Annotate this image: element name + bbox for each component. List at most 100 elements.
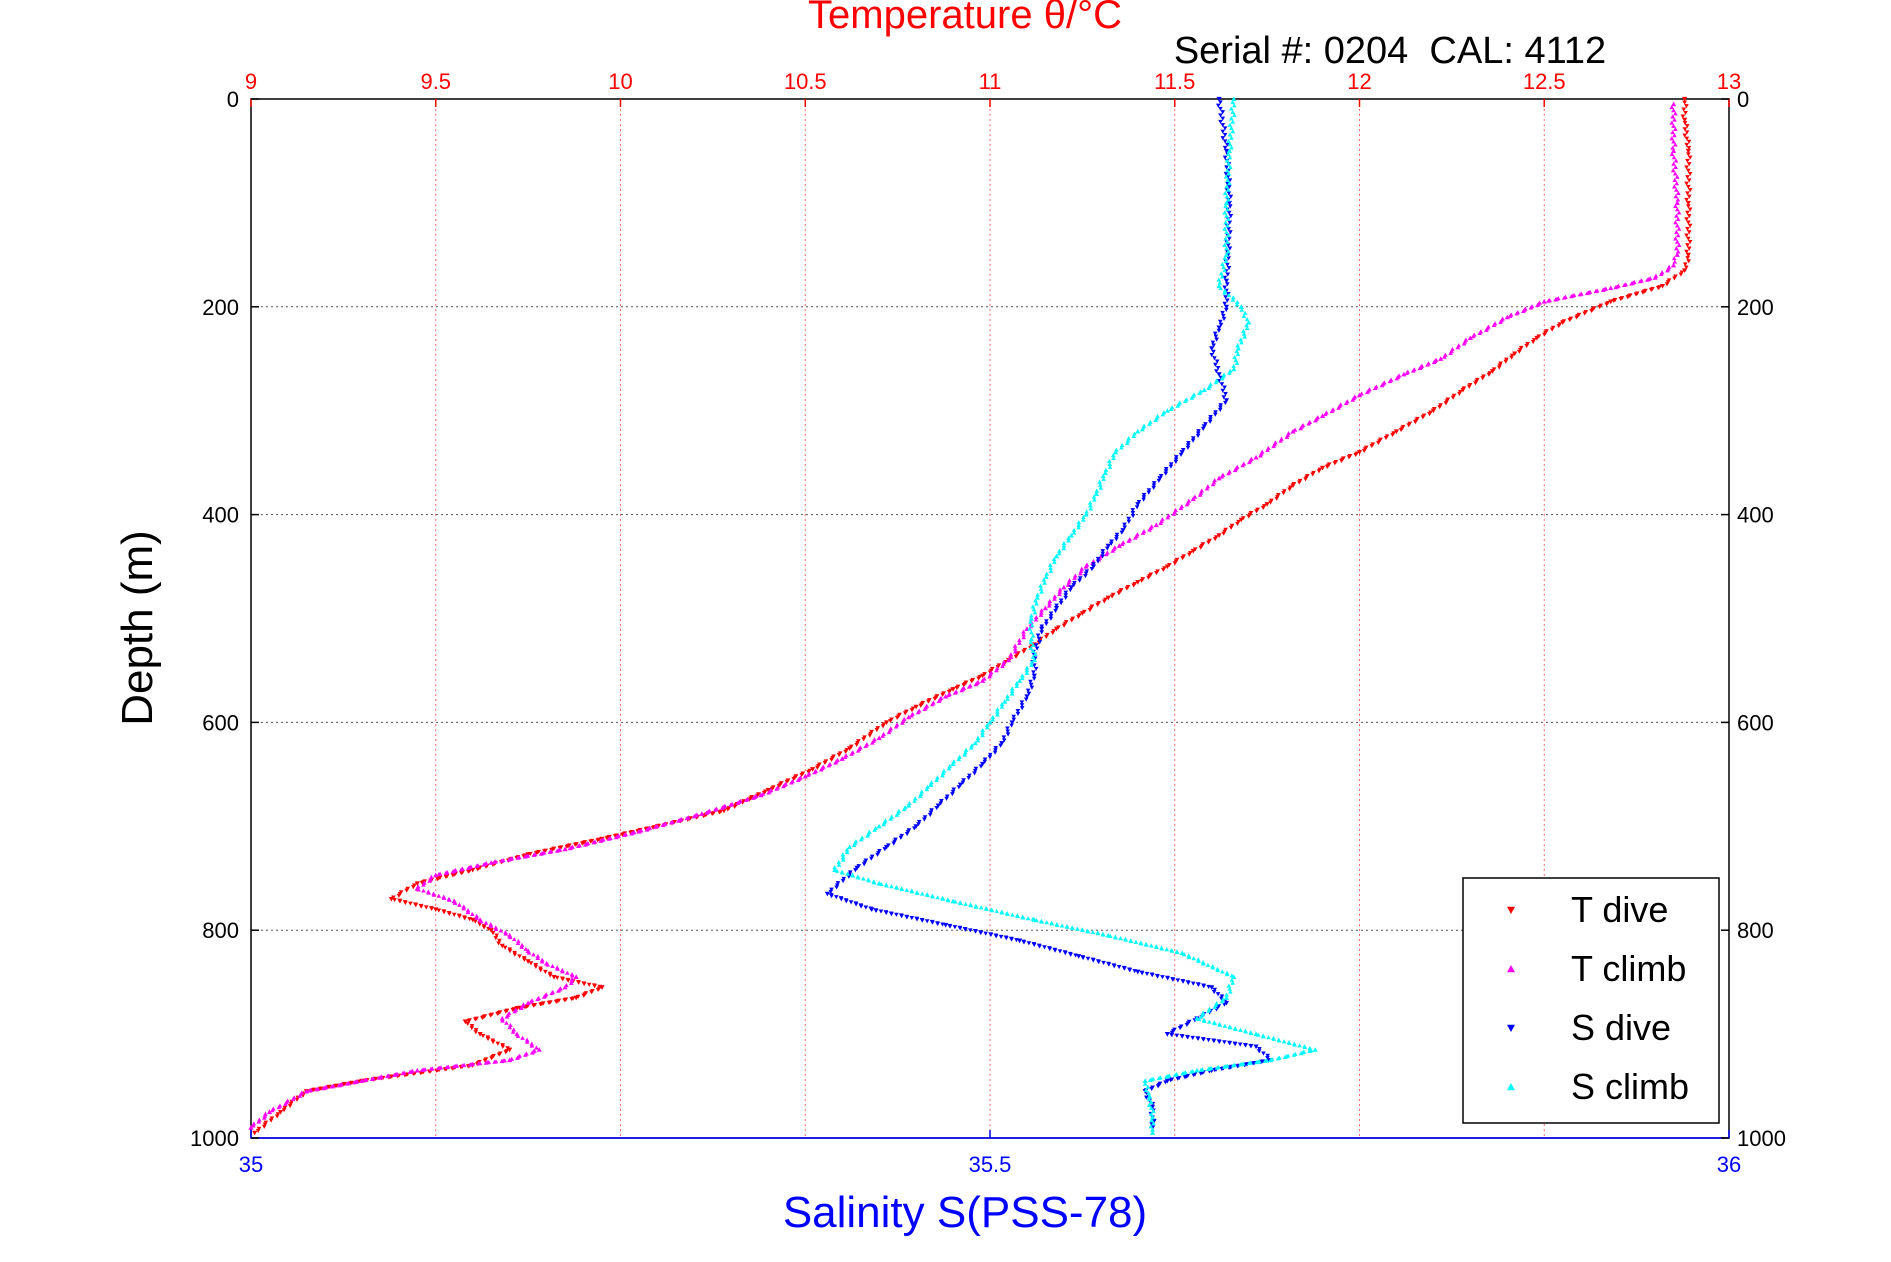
series-t-climb	[248, 101, 1682, 1130]
data-point	[507, 949, 513, 954]
data-point	[1227, 370, 1232, 375]
data-point	[519, 944, 525, 949]
data-point	[1629, 281, 1634, 286]
data-point	[1214, 1065, 1220, 1070]
top-tick-label: 13	[1717, 69, 1741, 94]
data-point	[909, 889, 915, 894]
data-point	[407, 1069, 413, 1075]
data-point	[1023, 697, 1029, 702]
top-tick-label: 9	[245, 69, 257, 94]
data-point	[904, 887, 910, 892]
data-point	[1111, 455, 1116, 461]
data-point	[1287, 487, 1292, 492]
data-point	[1222, 1064, 1227, 1069]
data-point	[914, 917, 920, 922]
data-point	[1031, 607, 1037, 612]
data-point	[1047, 601, 1052, 606]
data-point	[1186, 954, 1192, 959]
data-point	[569, 976, 575, 981]
data-point	[1219, 474, 1225, 479]
data-point	[1016, 938, 1023, 944]
data-point	[944, 794, 950, 799]
data-point	[1107, 461, 1113, 466]
data-point	[1178, 505, 1184, 511]
data-point	[492, 859, 497, 864]
data-point	[1244, 322, 1249, 328]
data-point	[504, 1014, 510, 1019]
data-point	[1116, 964, 1122, 970]
data-point	[1417, 366, 1423, 371]
data-point	[522, 854, 528, 859]
data-point	[1223, 278, 1230, 284]
data-point	[1227, 1025, 1233, 1030]
data-point	[1061, 540, 1067, 546]
data-point	[993, 745, 999, 751]
data-point	[1189, 1069, 1194, 1074]
data-point	[1222, 268, 1227, 273]
data-series	[248, 96, 1693, 1136]
data-point	[934, 805, 940, 811]
data-point	[1061, 543, 1067, 548]
data-point	[1028, 639, 1034, 645]
data-point	[1147, 1093, 1153, 1099]
data-point	[1049, 921, 1055, 926]
data-point	[1041, 577, 1047, 582]
data-point	[466, 865, 471, 871]
data-point	[1005, 729, 1011, 734]
left-depth-tick-label: 1000	[190, 1126, 239, 1151]
data-point	[1686, 214, 1692, 219]
data-point	[441, 895, 447, 900]
data-point	[452, 900, 458, 905]
data-point	[1670, 148, 1677, 154]
data-point	[1195, 433, 1201, 439]
data-point	[952, 899, 958, 904]
data-point	[961, 683, 967, 688]
data-point	[1218, 106, 1223, 112]
data-point	[1356, 392, 1363, 398]
data-point	[1542, 332, 1547, 337]
data-point	[1507, 313, 1513, 318]
data-point	[1235, 345, 1241, 351]
data-point	[1356, 450, 1363, 455]
data-point	[511, 936, 517, 942]
data-point	[1087, 608, 1093, 613]
data-point	[840, 879, 846, 884]
data-point	[1107, 458, 1112, 464]
data-point	[781, 784, 786, 789]
data-point	[1029, 685, 1035, 690]
data-point	[1020, 915, 1026, 920]
data-point	[515, 855, 521, 860]
data-point	[1025, 688, 1031, 693]
data-point	[263, 1120, 269, 1125]
data-point	[397, 899, 403, 904]
data-point	[935, 775, 940, 780]
data-point	[414, 1067, 420, 1073]
data-point	[1686, 178, 1692, 183]
data-point	[498, 928, 504, 933]
data-point	[256, 1126, 262, 1131]
data-point	[1633, 292, 1639, 297]
data-point	[1011, 714, 1016, 719]
data-point	[1257, 1046, 1262, 1052]
data-point	[483, 1060, 489, 1065]
data-point	[1031, 942, 1037, 947]
data-point	[1198, 1071, 1204, 1076]
data-point	[1528, 305, 1534, 310]
data-point	[894, 812, 900, 817]
data-point	[922, 817, 927, 822]
data-point	[1080, 517, 1086, 522]
data-point	[589, 990, 594, 995]
data-point	[1227, 246, 1233, 251]
data-point	[1084, 569, 1090, 574]
data-point	[1290, 483, 1296, 489]
data-point	[967, 928, 973, 933]
data-point	[1097, 482, 1103, 487]
data-point	[1149, 1106, 1154, 1111]
data-point	[1185, 1035, 1191, 1040]
data-point	[1291, 1052, 1297, 1057]
data-point	[836, 752, 842, 758]
data-point	[947, 763, 952, 769]
data-point	[1206, 1038, 1211, 1043]
data-point	[1225, 272, 1231, 277]
data-point	[1212, 1021, 1217, 1026]
